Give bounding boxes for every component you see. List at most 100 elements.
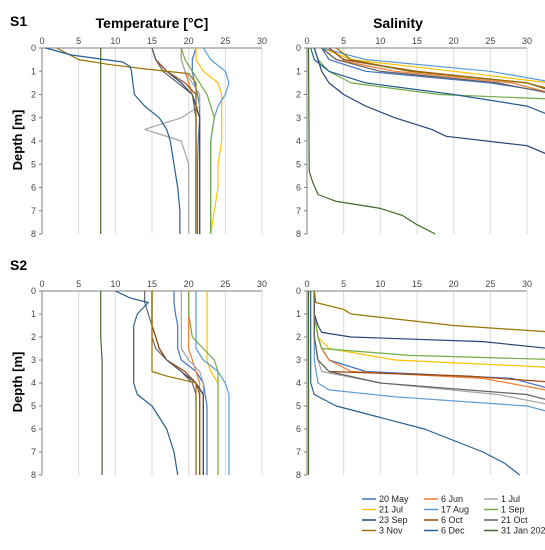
y-tick-label: 2 <box>31 90 36 100</box>
y-axis-label-s2: Depth [m] <box>10 352 25 413</box>
column-title-temperature: Temperature [°C] <box>96 15 209 31</box>
series-s1-salinity-20-may <box>321 47 545 93</box>
x-tick-label: 30 <box>522 36 532 46</box>
x-tick-label: 0 <box>39 279 44 289</box>
x-tick-label: 20 <box>449 279 459 289</box>
y-tick-label: 1 <box>296 66 301 76</box>
y-axis-label-s1: Depth [m] <box>10 110 25 171</box>
series-s1-temperature-1-sep <box>180 47 215 234</box>
legend-entry-17-aug: 17 Aug <box>441 505 469 515</box>
x-tick-label: 25 <box>485 279 495 289</box>
y-tick-label: 4 <box>31 378 36 388</box>
y-tick-label: 6 <box>296 183 301 193</box>
y-tick-label: 8 <box>31 229 36 239</box>
y-tick-label: 6 <box>296 424 301 434</box>
series-s1-salinity-21-jul <box>321 47 545 84</box>
y-tick-label: 4 <box>31 136 36 146</box>
y-tick-label: 6 <box>31 183 36 193</box>
y-tick-label: 8 <box>31 470 36 480</box>
x-tick-label: 10 <box>110 36 120 46</box>
y-tick-label: 5 <box>296 401 301 411</box>
series-s1-salinity-31-jan-2023 <box>307 47 436 235</box>
series-s1-temperature-6-dec <box>45 47 181 234</box>
series-s2-salinity-6-dec <box>310 291 521 476</box>
series-s2-salinity-3-nov <box>313 290 545 333</box>
series-s1-temperature-20-may <box>191 47 201 234</box>
y-tick-label: 5 <box>31 159 36 169</box>
x-tick-label: 5 <box>76 36 81 46</box>
x-tick-label: 5 <box>76 279 81 289</box>
y-tick-label: 5 <box>296 159 301 169</box>
x-tick-label: 20 <box>449 36 459 46</box>
legend-entry-1-sep: 1 Sep <box>501 505 525 515</box>
y-tick-label: 2 <box>296 90 301 100</box>
legend-entry-20-may: 20 May <box>379 494 409 504</box>
x-tick-label: 30 <box>257 279 267 289</box>
x-tick-label: 30 <box>257 36 267 46</box>
legend-entry-1-jul: 1 Jul <box>501 494 520 504</box>
series-s1-salinity-6-jun <box>321 47 545 93</box>
series-s1-temperature-1-jul <box>144 48 201 234</box>
y-tick-label: 0 <box>31 43 36 53</box>
series-s2-temperature-31-jan-2023 <box>100 291 103 475</box>
series-s2-temperature-21-jul <box>206 291 219 475</box>
legend-entry-6-jun: 6 Jun <box>441 494 463 504</box>
legend-entry-21-oct: 21 Oct <box>501 515 528 525</box>
legend: 20 May 6 Jun 1 Jul 21 Jul 17 Aug 1 Sep 23 Sep 6… <box>362 494 545 536</box>
series-s1-salinity-6-dec <box>310 47 545 114</box>
series-s1-salinity-23-sep <box>313 47 545 154</box>
x-tick-label: 25 <box>220 36 230 46</box>
series-s2-temperature-3-nov <box>151 291 197 475</box>
series-s1-temperature-21-jul <box>195 48 223 235</box>
y-tick-label: 0 <box>296 286 301 296</box>
panel-s1-salinity: 0 5 10 15 20 25 30 0 1 2 3 4 5 6 7 8 <box>296 36 545 239</box>
x-tick-label: 15 <box>412 279 422 289</box>
x-tick-label: 20 <box>184 279 194 289</box>
y-tick-label: 0 <box>31 286 36 296</box>
y-tick-label: 0 <box>296 43 301 53</box>
x-tick-label: 10 <box>110 279 120 289</box>
legend-entry-21-jul: 21 Jul <box>379 505 403 515</box>
site-label-s1: S1 <box>10 13 27 29</box>
series-s1-temperature-3-nov <box>56 47 197 234</box>
series-s1-salinity-6-oct <box>328 47 545 90</box>
panel-s2-temperature: 0 5 10 15 20 25 30 0 1 2 3 4 5 6 7 8 <box>31 279 267 480</box>
legend-entry-31-jan-2023: 31 Jan 2023 <box>501 526 545 536</box>
y-tick-label: 3 <box>296 355 301 365</box>
y-tick-label: 5 <box>31 401 36 411</box>
y-tick-label: 3 <box>31 113 36 123</box>
y-tick-label: 1 <box>31 309 36 319</box>
series-s2-temperature-20-may <box>173 291 208 475</box>
x-tick-label: 25 <box>485 36 495 46</box>
y-tick-label: 4 <box>296 378 301 388</box>
panel-s1-temperature: 0 5 10 15 20 25 30 0 1 2 3 4 5 6 7 8 <box>31 36 267 239</box>
x-tick-label: 20 <box>184 36 194 46</box>
series-s2-salinity-23-sep <box>313 291 545 349</box>
y-tick-label: 3 <box>296 113 301 123</box>
panel-s2-salinity: 0 5 10 15 20 25 30 0 1 2 3 4 5 6 7 8 <box>296 279 545 480</box>
legend-entry-3-nov: 3 Nov <box>379 526 403 536</box>
x-tick-label: 25 <box>220 279 230 289</box>
y-tick-label: 7 <box>296 447 301 457</box>
legend-entry-23-sep: 23 Sep <box>379 515 408 525</box>
series-s1-temperature-6-oct <box>151 47 197 234</box>
x-tick-label: 0 <box>304 36 309 46</box>
y-tick-label: 6 <box>31 424 36 434</box>
x-tick-label: 0 <box>39 36 44 46</box>
site-label-s2: S2 <box>10 257 27 273</box>
y-tick-label: 1 <box>296 309 301 319</box>
series-s1-salinity-17-aug <box>321 47 545 82</box>
y-tick-label: 4 <box>296 136 301 146</box>
x-tick-label: 15 <box>412 36 422 46</box>
legend-entry-6-dec: 6 Dec <box>441 526 465 536</box>
series-s2-salinity-21-oct <box>313 291 545 400</box>
x-tick-label: 30 <box>522 279 532 289</box>
series-s2-salinity-1-sep <box>313 291 545 360</box>
y-tick-label: 2 <box>296 332 301 342</box>
y-tick-label: 7 <box>31 447 36 457</box>
x-tick-label: 10 <box>375 279 385 289</box>
series-s1-temperature-23-sep <box>151 47 201 234</box>
series-s1-salinity-21-oct <box>321 47 545 93</box>
